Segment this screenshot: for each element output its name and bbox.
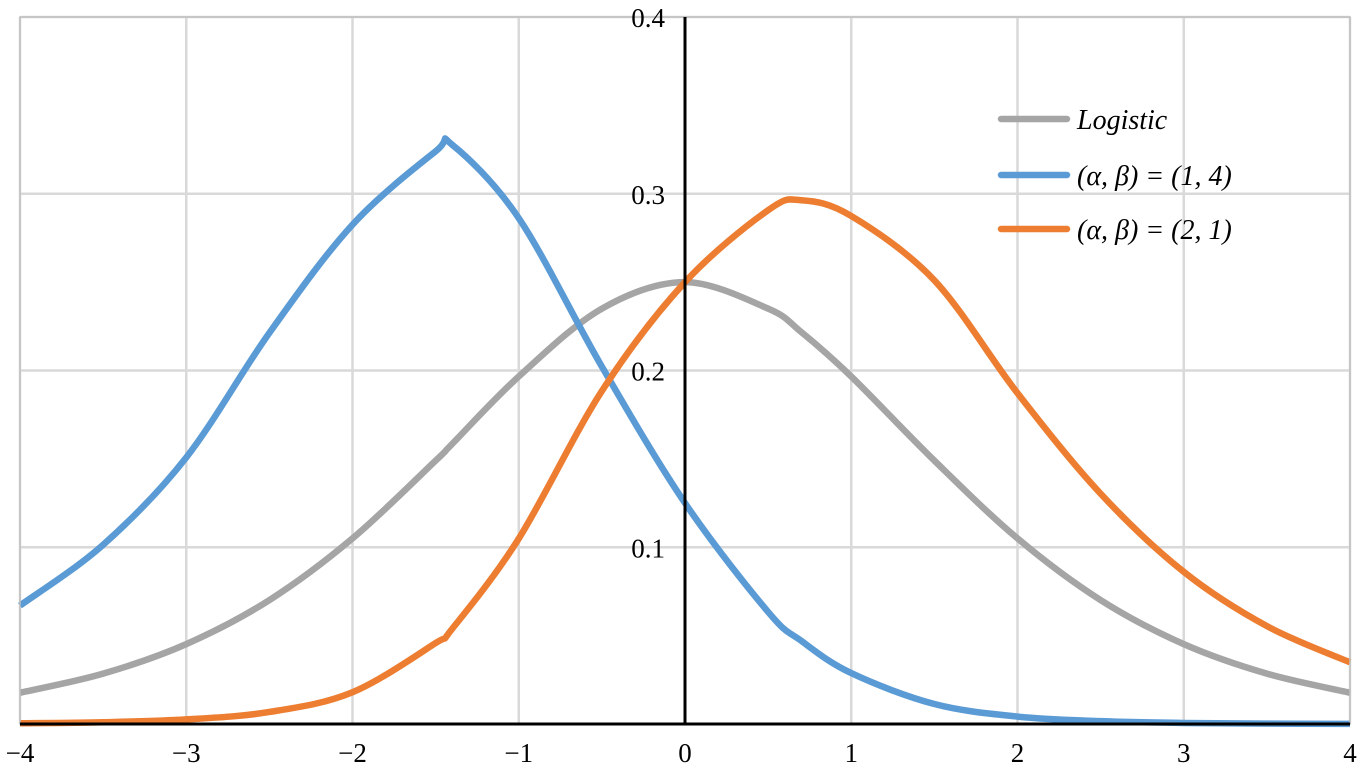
x-tick-label: 3 xyxy=(1177,738,1191,768)
x-tick-label: 2 xyxy=(1011,738,1025,768)
series-line-alpha-beta-1-4 xyxy=(18,135,1351,728)
y-tick-label: 0.2 xyxy=(631,357,665,387)
x-tick-label: −2 xyxy=(338,738,367,768)
x-tick-label: −4 xyxy=(6,738,35,768)
x-tick-label: −3 xyxy=(172,738,201,768)
tick-labels: −4 −3 −2 −1 0 1 2 3 4 0.1 0.2 0.3 0.4 xyxy=(6,3,1358,768)
legend-label-alpha-beta-1-4: (α, β) = (1, 4) xyxy=(1077,161,1232,192)
axes xyxy=(19,16,1351,726)
y-tick-label: 0.1 xyxy=(631,533,665,563)
x-tick-label: 4 xyxy=(1343,738,1357,768)
y-tick-label: 0.3 xyxy=(631,180,665,210)
x-tick-label: −1 xyxy=(504,738,533,768)
x-tick-label: 0 xyxy=(678,738,692,768)
legend-label-logistic: Logistic xyxy=(1076,105,1168,136)
x-tick-label: 1 xyxy=(845,738,859,768)
legend: Logistic (α, β) = (1, 4) (α, β) = (2, 1) xyxy=(997,105,1232,246)
legend-label-alpha-beta-2-1: (α, β) = (2, 1) xyxy=(1077,215,1232,246)
y-tick-label: 0.4 xyxy=(631,3,665,33)
